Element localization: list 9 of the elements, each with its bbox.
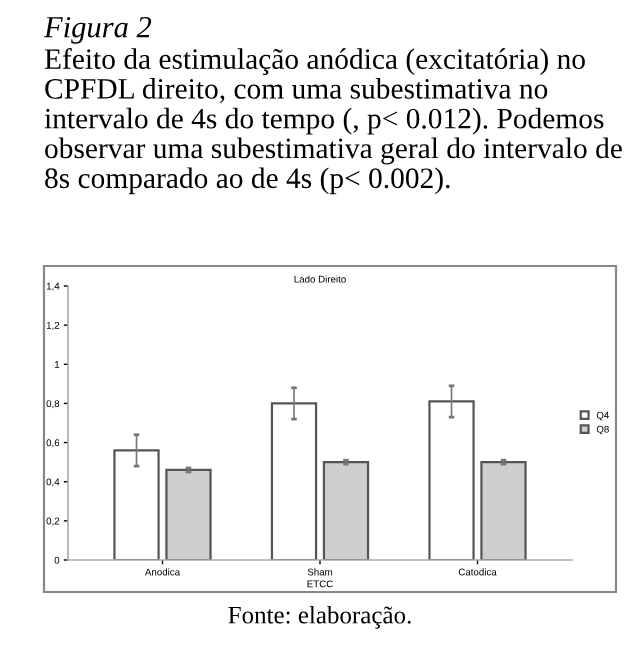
text: Figura 2 <box>43 16 152 44</box>
bar <box>113 449 160 560</box>
bar <box>480 461 527 560</box>
bar <box>270 402 318 560</box>
bar <box>322 461 370 560</box>
bar <box>165 468 212 560</box>
source-note: Fonte: elaboração. <box>228 606 411 629</box>
text: Efeito da estimulação anódica (excitatória) no CPFDL direito, com uma subestimativa no intervalo de 4s do tempo (, p< 0.012). Podemos observar uma subestimativa geral do intervalo de 8s comparado ao de 4s (p< 0.002). <box>44 48 622 195</box>
bar <box>428 400 475 560</box>
